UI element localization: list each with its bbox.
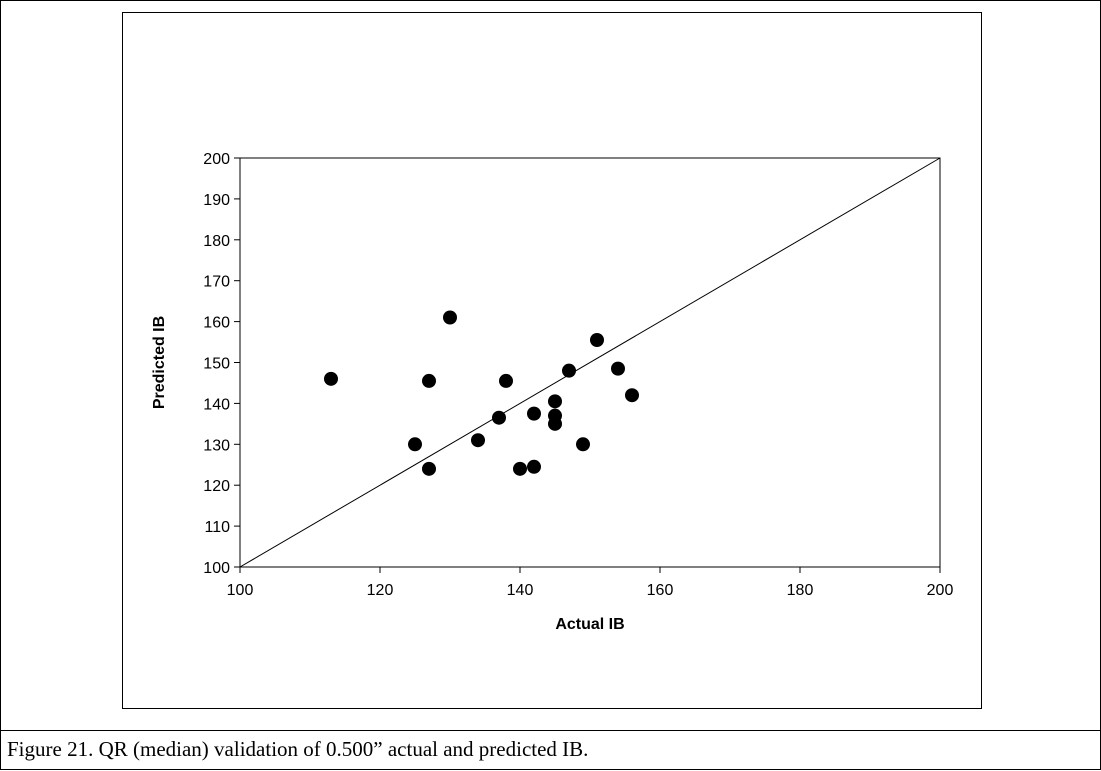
data-point (548, 416, 562, 431)
data-point (611, 361, 625, 376)
figure-caption: Figure 21. QR (median) validation of 0.5… (7, 737, 589, 761)
y-tick-label: 190 (203, 192, 230, 209)
scatter-plot: 100 110 120 130 140 150 160 170 180 190 200 100 120 1… (151, 151, 954, 633)
data-point (443, 310, 457, 325)
y-axis-title: Predicted IB (151, 316, 168, 409)
data-point (499, 373, 513, 388)
caption-row: Figure 21. QR (median) validation of 0.5… (1, 730, 1100, 771)
data-point (324, 371, 338, 386)
y-tick-label: 150 (203, 356, 230, 373)
data-point (513, 461, 527, 476)
y-tick-label: 100 (203, 560, 230, 577)
x-axis-title: Actual IB (555, 616, 624, 633)
x-tick-label: 120 (367, 582, 394, 599)
data-point (492, 410, 506, 425)
data-point (590, 333, 604, 348)
x-tick-label: 140 (507, 582, 534, 599)
data-point (562, 363, 576, 378)
y-tick-label: 140 (203, 396, 230, 413)
x-tick-label: 200 (927, 582, 954, 599)
x-tick-label: 180 (787, 582, 814, 599)
data-point (422, 461, 436, 476)
data-point (422, 373, 436, 388)
y-tick-label: 160 (203, 315, 230, 332)
data-point (576, 437, 590, 452)
data-point (408, 437, 422, 452)
y-tick-label: 200 (203, 151, 230, 168)
y-tick-label: 110 (204, 519, 230, 536)
y-tick-label: 130 (203, 437, 230, 454)
data-point (527, 406, 541, 421)
x-tick-label: 160 (647, 582, 674, 599)
data-point (625, 388, 639, 403)
data-point (471, 433, 485, 448)
x-tick-label: 100 (227, 582, 254, 599)
data-point (527, 459, 541, 474)
y-tick-label: 170 (203, 274, 230, 291)
reference-line (239, 157, 941, 568)
chart-area: 100 110 120 130 140 150 160 170 180 190 200 100 120 1… (122, 12, 982, 709)
data-point (548, 394, 562, 409)
y-tick-label: 180 (203, 233, 230, 250)
y-tick-label: 120 (203, 478, 230, 495)
